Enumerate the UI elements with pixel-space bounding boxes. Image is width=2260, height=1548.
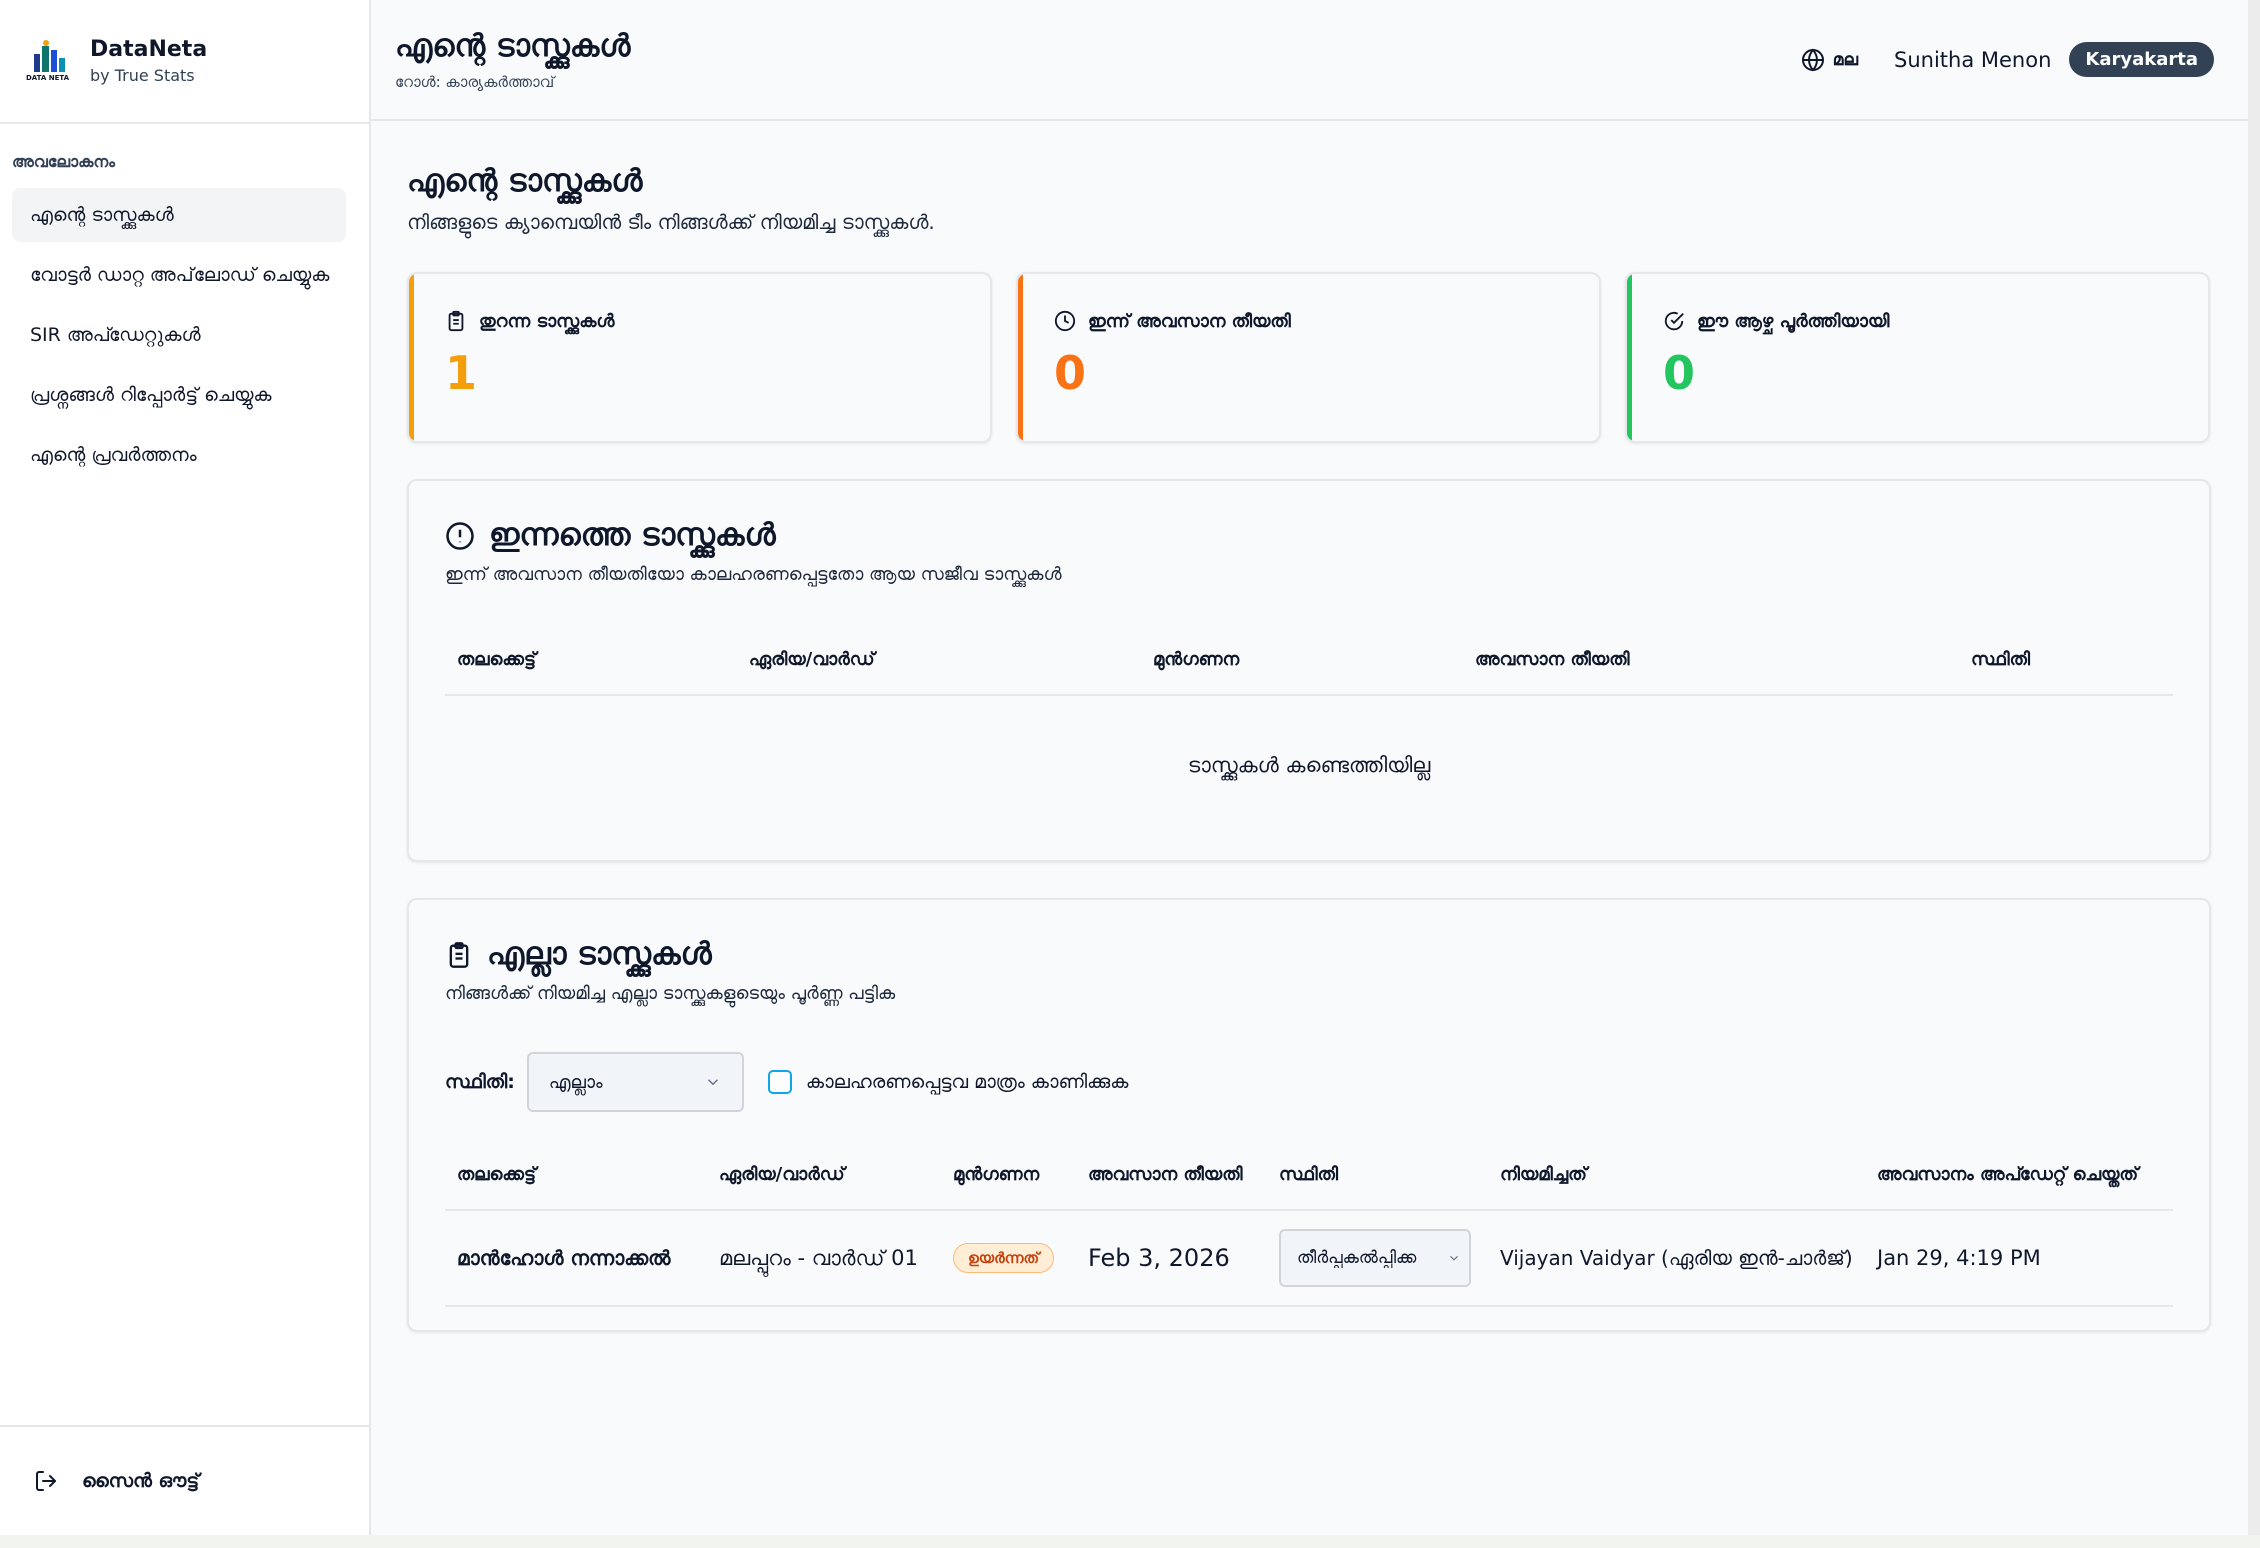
task-title: മാൻഹോൾ നന്നാക്കൽ — [445, 1210, 707, 1307]
clock-icon — [1054, 310, 1076, 332]
col-status[interactable]: സ്ഥിതി — [1959, 625, 2173, 696]
brand-name: DataNeta — [90, 37, 208, 62]
empty-state: ടാസ്ക്കുകൾ കണ്ടെത്തിയില്ല — [1187, 753, 1431, 777]
overdue-only-label[interactable]: കാലഹരണപ്പെട്ടവ മാത്രം കാണിക്കുക — [805, 1071, 1129, 1093]
chevron-down-icon — [1450, 1255, 1458, 1261]
dataneta-logo-icon: DATA NETA — [26, 38, 74, 84]
sidebar: DATA NETA DataNeta by True Stats അവലോകനം… — [0, 0, 371, 1535]
col-area[interactable]: ഏരിയ/വാർഡ് — [707, 1140, 941, 1211]
sidebar-item-sir-updates[interactable]: SIR അപ്ഡേറ്റുകൾ — [30, 324, 201, 346]
task-due: Feb 3, 2026 — [1076, 1210, 1267, 1307]
stat-card-completed-week: ഈ ആഴ്ച പൂർത്തിയായി 0 — [1625, 272, 2210, 443]
stat-label: തുറന്ന ടാസ്ക്കുകൾ — [479, 310, 615, 332]
col-due[interactable]: അവസാന തീയതി — [1076, 1140, 1267, 1211]
sidebar-item-report-issues[interactable]: പ്രശ്നങ്ങൾ റിപ്പോർട്ട് ചെയ്യുക — [30, 384, 272, 406]
clipboard-list-icon — [449, 941, 469, 968]
today-tasks-card: ഇന്നത്തെ ടാസ്ക്കുകൾ ഇന്ന് അവസാന തീയതിയോ … — [407, 479, 2211, 862]
task-status-select[interactable]: തീർപ്പുകൽപ്പിക്ക — [1279, 1229, 1471, 1287]
task-updated: Jan 29, 4:19 PM — [1865, 1210, 2173, 1307]
stat-label: ഇന്ന് അവസാന തീയതി — [1088, 310, 1291, 332]
brand-subtitle: by True Stats — [90, 66, 195, 85]
signout-area: സൈൻ ഔട്ട് — [0, 1425, 369, 1535]
all-title: എല്ലാ ടാസ്ക്കുകൾ — [487, 936, 712, 972]
today-title: ഇന്നത്തെ ടാസ്ക്കുകൾ — [489, 517, 776, 553]
col-priority[interactable]: മുൻഗണന — [941, 1140, 1076, 1211]
task-status-value: തീർപ്പുകൽപ്പിക്ക — [1297, 1248, 1417, 1268]
priority-badge: ഉയർന്നത് — [953, 1243, 1055, 1273]
chevron-down-icon — [707, 1079, 718, 1086]
logo-text: DATA NETA — [26, 74, 70, 82]
header-title: എന്റെ ടാസ്ക്കുകൾ — [395, 28, 631, 64]
page-subtitle: നിങ്ങളുടെ ക്യാമ്പെയിൻ ടീം നിങ്ങൾക്ക് നിയ… — [407, 210, 935, 234]
col-area[interactable]: ഏരിയ/വാർഡ് — [737, 625, 1141, 696]
top-bar: എന്റെ ടാസ്ക്കുകൾ റോൾ: കാര്യകർത്താവ് മല S… — [371, 0, 2248, 121]
col-updated[interactable]: അവസാനം അപ്ഡേറ്റ് ചെയ്തത് — [1865, 1140, 2173, 1211]
bottom-strip — [0, 1535, 2260, 1548]
today-subtitle: ഇന്ന് അവസാന തീയതിയോ കാലഹരണപ്പെട്ടതോ ആയ സ… — [445, 564, 1062, 585]
nav-list: എന്റെ ടാസ്ക്കുകൾ വോട്ടർ ഡാറ്റ അപ്‌ലോഡ് ച… — [12, 188, 346, 482]
logout-icon — [36, 1471, 56, 1491]
all-tasks-table: തലക്കെട്ട് ഏരിയ/വാർഡ് മുൻഗണന അവസാന തീയതി… — [445, 1140, 2173, 1307]
overdue-only-checkbox[interactable] — [767, 1070, 792, 1094]
task-area: മലപ്പുറം - വാർഡ് 01 — [707, 1210, 941, 1307]
col-title[interactable]: തലക്കെട്ട് — [445, 1140, 707, 1211]
stat-card-open-tasks: തുറന്ന ടാസ്ക്കുകൾ 1 — [407, 272, 992, 443]
page-title: എന്റെ ടാസ്ക്കുകൾ — [407, 163, 643, 199]
stat-value: 0 — [1663, 346, 1696, 400]
signout-button[interactable]: സൈൻ ഔട്ട് — [34, 1469, 199, 1493]
scrollbar-gutter — [2248, 0, 2260, 1548]
status-filter-select[interactable]: എല്ലാം — [526, 1052, 744, 1112]
col-priority[interactable]: മുൻഗണന — [1141, 625, 1463, 696]
sidebar-item-voter-upload[interactable]: വോട്ടർ ഡാറ്റ അപ്‌ലോഡ് ചെയ്യുക — [30, 264, 330, 286]
today-table: തലക്കെട്ട് ഏരിയ/വാർഡ് മുൻഗണന അവസാന തീയതി… — [445, 625, 2173, 835]
header-role: റോൾ: കാര്യകർത്താവ് — [395, 73, 555, 91]
stat-label: ഈ ആഴ്ച പൂർത്തിയായി — [1697, 310, 1890, 332]
check-circle-icon — [1664, 311, 1684, 331]
status-filter-label: സ്ഥിതി: — [445, 1071, 515, 1093]
col-assigned-by[interactable]: നിയമിച്ചത് — [1488, 1140, 1865, 1211]
stat-value: 1 — [445, 346, 478, 400]
signout-label: സൈൻ ഔട്ട് — [82, 1470, 200, 1492]
brand[interactable]: DATA NETA DataNeta by True Stats — [0, 0, 369, 124]
table-row[interactable]: മാൻഹോൾ നന്നാക്കൽ മലപ്പുറം - വാർഡ് 01 ഉയർ… — [445, 1210, 2173, 1307]
task-assigned-by: Vijayan Vaidyar (ഏരിയ ഇൻ-ചാർജ്) — [1488, 1210, 1865, 1307]
stats-row: തുറന്ന ടാസ്ക്കുകൾ 1 ഇന്ന് അവസാന തീയതി 0 … — [407, 272, 2228, 443]
col-due[interactable]: അവസാന തീയതി — [1463, 625, 1959, 696]
language-switcher[interactable]: മല — [1801, 48, 1858, 72]
status-filter-value: എല്ലാം — [548, 1071, 603, 1093]
col-title[interactable]: തലക്കെട്ട് — [445, 625, 737, 696]
filters-row: സ്ഥിതി: എല്ലാം കാലഹരണപ്പെട്ടവ മാത്രം കാണ… — [445, 1052, 2173, 1112]
sidebar-item-my-tasks[interactable]: എന്റെ ടാസ്ക്കുകൾ — [12, 188, 346, 242]
col-status[interactable]: സ്ഥിതി — [1267, 1140, 1488, 1211]
all-tasks-card: എല്ലാ ടാസ്ക്കുകൾ നിങ്ങൾക്ക് നിയമിച്ച എല്… — [407, 898, 2211, 1332]
alert-circle-icon — [446, 521, 474, 550]
clipboard-icon — [448, 310, 464, 332]
main: എന്റെ ടാസ്ക്കുകൾ റോൾ: കാര്യകർത്താവ് മല S… — [371, 0, 2248, 1535]
nav-heading: അവലോകനം — [12, 152, 115, 171]
role-badge: Karyakarta — [2069, 42, 2214, 77]
sidebar-item-my-activity[interactable]: എന്റെ പ്രവർത്തനം — [30, 444, 197, 466]
language-label: മല — [1832, 49, 1858, 70]
user-name[interactable]: Sunitha Menon — [1894, 47, 2052, 72]
stat-card-due-today: ഇന്ന് അവസാന തീയതി 0 — [1016, 272, 1601, 443]
stat-value: 0 — [1054, 346, 1087, 400]
all-subtitle: നിങ്ങൾക്ക് നിയമിച്ച എല്ലാ ടാസ്ക്കുകളുടെയ… — [445, 983, 896, 1004]
globe-icon — [1801, 48, 1824, 71]
